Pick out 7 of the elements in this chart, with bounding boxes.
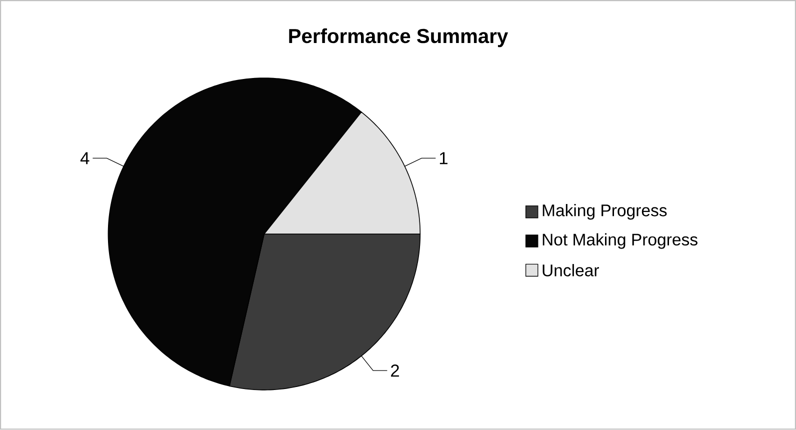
chart-title: Performance Summary: [289, 28, 508, 48]
legend-label: Unclear: [542, 264, 599, 276]
legend-label: Not Making Progress: [542, 233, 698, 249]
data-label: 2: [391, 364, 399, 377]
legend-label: Making Progress: [542, 204, 667, 220]
data-label: 1: [440, 152, 448, 164]
data-label: 4: [80, 152, 90, 164]
